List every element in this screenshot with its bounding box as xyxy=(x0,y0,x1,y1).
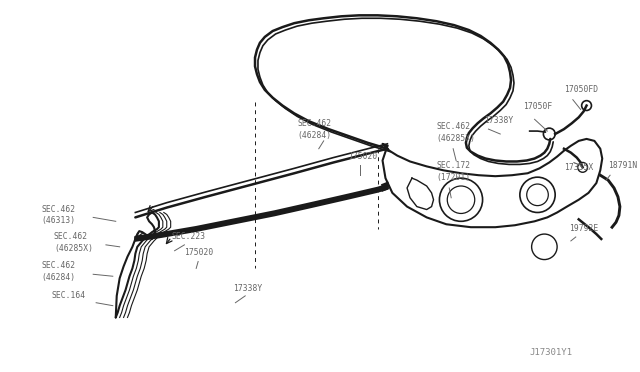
Text: SEC.462: SEC.462 xyxy=(54,232,88,241)
Text: SEC.462: SEC.462 xyxy=(436,122,470,131)
Text: SEC.462: SEC.462 xyxy=(41,262,76,270)
Text: SEC.462: SEC.462 xyxy=(41,205,76,214)
Text: 17050F: 17050F xyxy=(523,103,552,112)
Text: (46285X): (46285X) xyxy=(436,134,476,143)
Text: SEC.462: SEC.462 xyxy=(297,119,332,128)
Text: 18791N: 18791N xyxy=(608,161,637,170)
Text: 175020: 175020 xyxy=(348,151,378,161)
Text: (46313): (46313) xyxy=(41,216,76,225)
Text: 17335X: 17335X xyxy=(564,163,593,172)
Text: 17338Y: 17338Y xyxy=(234,284,262,293)
Text: (46285X): (46285X) xyxy=(54,244,93,253)
Text: (17201): (17201) xyxy=(436,173,470,182)
Text: 17050FD: 17050FD xyxy=(564,85,598,94)
Text: 175020: 175020 xyxy=(184,248,214,257)
Text: 19792E: 19792E xyxy=(569,224,598,233)
Text: (46284): (46284) xyxy=(297,131,332,140)
Text: SEC.164: SEC.164 xyxy=(51,291,85,300)
Text: SEC.172: SEC.172 xyxy=(436,161,470,170)
Text: SEC.223: SEC.223 xyxy=(172,232,206,241)
Text: 17338Y: 17338Y xyxy=(484,116,513,125)
Text: J17301Y1: J17301Y1 xyxy=(530,348,573,357)
Text: (46284): (46284) xyxy=(41,273,76,282)
